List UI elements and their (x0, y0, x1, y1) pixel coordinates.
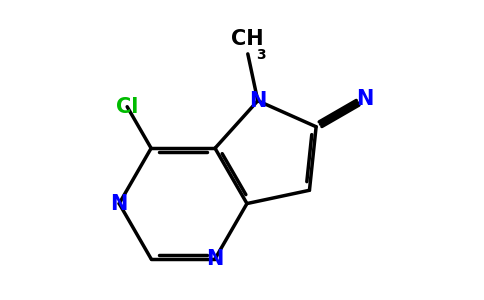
Text: N: N (206, 249, 224, 269)
Text: N: N (249, 91, 267, 111)
Text: 3: 3 (256, 48, 266, 62)
Text: N: N (356, 88, 374, 109)
Text: CH: CH (231, 29, 263, 49)
Text: N: N (110, 194, 128, 214)
Text: Cl: Cl (116, 97, 138, 117)
